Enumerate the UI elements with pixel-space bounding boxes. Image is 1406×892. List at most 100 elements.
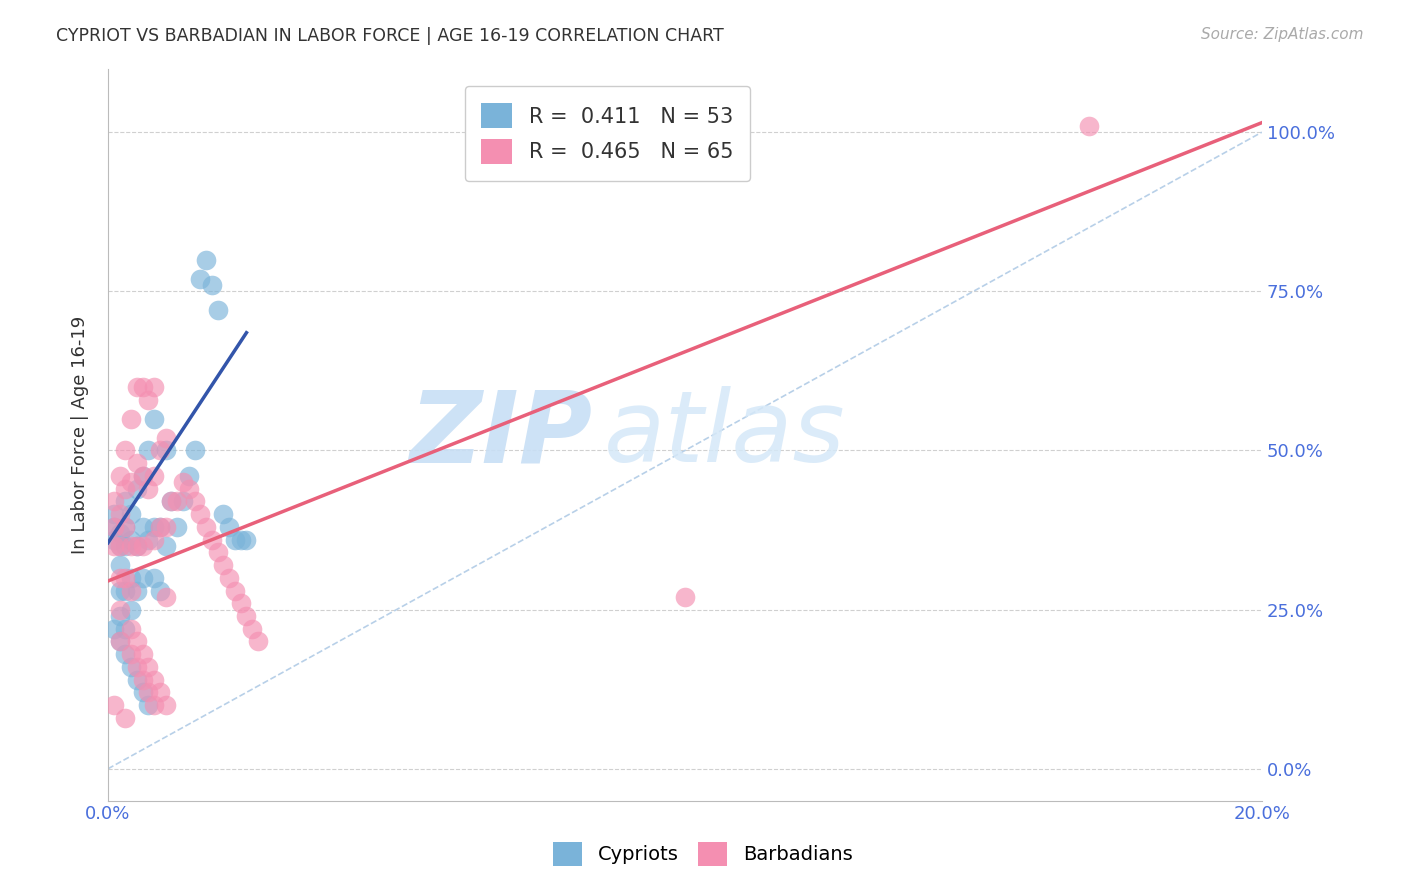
Point	[195, 252, 218, 267]
Point	[120, 647, 142, 661]
Point	[114, 583, 136, 598]
Point	[108, 609, 131, 624]
Point	[218, 520, 240, 534]
Point	[166, 520, 188, 534]
Point	[114, 622, 136, 636]
Point	[160, 494, 183, 508]
Text: atlas: atlas	[605, 386, 846, 483]
Point	[155, 431, 177, 445]
Point	[183, 443, 205, 458]
Point	[125, 380, 148, 394]
Point	[138, 482, 160, 496]
Point	[143, 698, 166, 713]
Point	[120, 475, 142, 490]
Point	[149, 583, 172, 598]
Point	[114, 494, 136, 508]
Point	[103, 520, 125, 534]
Point	[177, 469, 200, 483]
Point	[1077, 119, 1099, 133]
Point	[138, 685, 160, 699]
Point	[155, 539, 177, 553]
Point	[172, 475, 194, 490]
Point	[120, 571, 142, 585]
Point	[131, 520, 153, 534]
Text: CYPRIOT VS BARBADIAN IN LABOR FORCE | AGE 16-19 CORRELATION CHART: CYPRIOT VS BARBADIAN IN LABOR FORCE | AG…	[56, 27, 724, 45]
Point	[188, 507, 211, 521]
Point	[103, 494, 125, 508]
Point	[120, 583, 142, 598]
Point	[143, 520, 166, 534]
Point	[120, 507, 142, 521]
Point	[155, 520, 177, 534]
Point	[673, 590, 696, 604]
Point	[131, 469, 153, 483]
Point	[120, 602, 142, 616]
Point	[229, 596, 252, 610]
Point	[131, 571, 153, 585]
Point	[125, 673, 148, 687]
Point	[201, 277, 224, 292]
Point	[114, 539, 136, 553]
Point	[224, 583, 246, 598]
Point	[160, 494, 183, 508]
Point	[108, 583, 131, 598]
Point	[207, 303, 229, 318]
Point	[114, 571, 136, 585]
Point	[120, 411, 142, 425]
Point	[138, 443, 160, 458]
Point	[155, 590, 177, 604]
Point	[108, 539, 131, 553]
Point	[207, 545, 229, 559]
Point	[188, 271, 211, 285]
Point	[131, 673, 153, 687]
Point	[212, 558, 235, 572]
Point	[172, 494, 194, 508]
Point	[120, 660, 142, 674]
Point	[195, 520, 218, 534]
Point	[103, 533, 125, 547]
Point	[138, 533, 160, 547]
Point	[114, 711, 136, 725]
Point	[149, 685, 172, 699]
Point	[108, 558, 131, 572]
Point	[125, 482, 148, 496]
Point	[103, 698, 125, 713]
Point	[131, 647, 153, 661]
Point	[246, 634, 269, 648]
Point	[229, 533, 252, 547]
Point	[183, 494, 205, 508]
Point	[114, 520, 136, 534]
Point	[131, 380, 153, 394]
Point	[108, 507, 131, 521]
Point	[108, 539, 131, 553]
Point	[125, 539, 148, 553]
Point	[114, 482, 136, 496]
Point	[143, 673, 166, 687]
Point	[138, 698, 160, 713]
Text: ZIP: ZIP	[409, 386, 593, 483]
Point	[125, 456, 148, 470]
Point	[131, 539, 153, 553]
Point	[224, 533, 246, 547]
Point	[103, 520, 125, 534]
Point	[218, 571, 240, 585]
Point	[177, 482, 200, 496]
Point	[114, 647, 136, 661]
Legend: Cypriots, Barbadians: Cypriots, Barbadians	[546, 834, 860, 873]
Point	[155, 698, 177, 713]
Point	[212, 507, 235, 521]
Point	[120, 622, 142, 636]
Point	[143, 469, 166, 483]
Point	[114, 443, 136, 458]
Point	[103, 507, 125, 521]
Point	[149, 520, 172, 534]
Point	[149, 520, 172, 534]
Point	[235, 533, 257, 547]
Point	[125, 539, 148, 553]
Text: Source: ZipAtlas.com: Source: ZipAtlas.com	[1201, 27, 1364, 42]
Point	[108, 571, 131, 585]
Point	[120, 539, 142, 553]
Point	[131, 469, 153, 483]
Point	[240, 622, 263, 636]
Point	[114, 520, 136, 534]
